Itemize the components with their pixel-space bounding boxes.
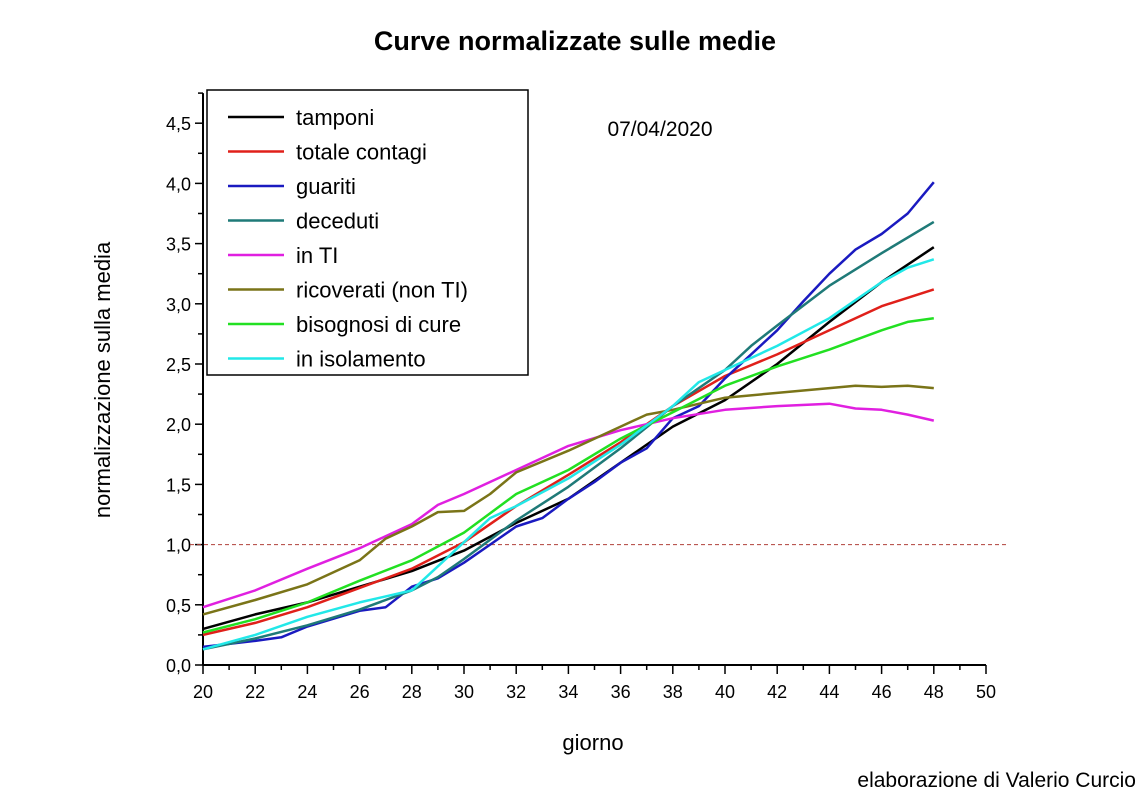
y-axis-label: normalizzazione sulla media bbox=[90, 241, 115, 518]
y-tick-label: 3,5 bbox=[166, 235, 191, 255]
chart-title: Curve normalizzate sulle medie bbox=[374, 26, 776, 56]
y-tick-label: 3,0 bbox=[166, 295, 191, 315]
x-tick-label: 26 bbox=[350, 682, 370, 702]
series-line-deceduti bbox=[202, 220, 935, 651]
legend-box bbox=[206, 89, 529, 376]
legend-label: tamponi bbox=[296, 105, 374, 130]
x-tick-label: 50 bbox=[976, 682, 996, 702]
legend-label: in isolamento bbox=[296, 347, 426, 372]
y-tick-label: 4,5 bbox=[166, 114, 191, 134]
legend-label: guariti bbox=[296, 174, 356, 199]
y-tick-label: 1,0 bbox=[166, 536, 191, 556]
series-line-guariti bbox=[202, 181, 935, 649]
x-axis-label: giorno bbox=[562, 730, 623, 755]
x-tick-label: 38 bbox=[663, 682, 683, 702]
credit-text: elaborazione di Valerio Curcio bbox=[857, 769, 1136, 792]
x-tick-label: 28 bbox=[402, 682, 422, 702]
x-tick-label: 48 bbox=[924, 682, 944, 702]
y-tick-label: 0,0 bbox=[166, 656, 191, 676]
y-tick-label: 2,0 bbox=[166, 415, 191, 435]
legend-label: in TI bbox=[296, 243, 338, 268]
series-line-ricoverati-non-ti- bbox=[202, 384, 934, 616]
y-tick-label: 0,5 bbox=[166, 596, 191, 616]
series-line-in-isolamento bbox=[202, 258, 935, 651]
date-annotation: 07/04/2020 bbox=[607, 118, 712, 141]
legend-label: ricoverati (non TI) bbox=[296, 278, 468, 303]
legend-label: deceduti bbox=[296, 209, 379, 234]
x-tick-label: 40 bbox=[715, 682, 735, 702]
y-tick-label: 4,0 bbox=[166, 174, 191, 194]
x-tick-label: 34 bbox=[558, 682, 578, 702]
x-tick-label: 20 bbox=[193, 682, 213, 702]
legend-label: bisognosi di cure bbox=[296, 312, 461, 337]
x-tick-label: 46 bbox=[872, 682, 892, 702]
y-tick-label: 1,5 bbox=[166, 475, 191, 495]
x-tick-label: 32 bbox=[506, 682, 526, 702]
x-tick-label: 24 bbox=[297, 682, 317, 702]
series-line-in-ti bbox=[202, 402, 935, 609]
legend-label: totale contagi bbox=[296, 140, 427, 165]
x-tick-label: 42 bbox=[767, 682, 787, 702]
series-line-bisognosi-di-cure bbox=[202, 316, 934, 634]
x-tick-label: 30 bbox=[454, 682, 474, 702]
y-tick-label: 2,5 bbox=[166, 355, 191, 375]
series-line-totale-contagi bbox=[202, 288, 935, 637]
x-tick-label: 44 bbox=[819, 682, 839, 702]
x-tick-label: 22 bbox=[245, 682, 265, 702]
x-tick-label: 36 bbox=[611, 682, 631, 702]
